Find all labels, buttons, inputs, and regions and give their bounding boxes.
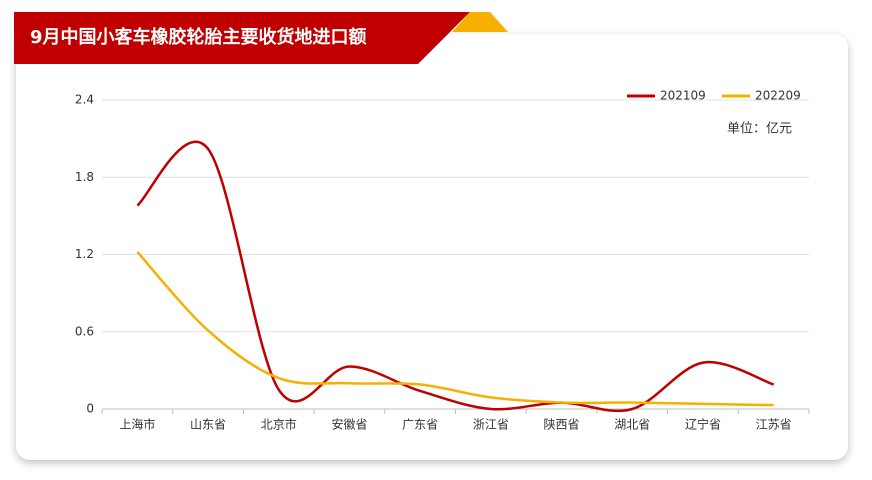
unit-label: 单位：亿元 [727, 122, 792, 137]
x-tick-label: 山东省 [190, 418, 226, 432]
x-tick-label: 上海市 [119, 417, 155, 432]
y-tick-label: 2.4 [75, 93, 94, 107]
chart-title: 9月中国小客车橡胶轮胎主要收货地进口额 [30, 26, 367, 48]
x-tick-label: 湖北省 [614, 417, 650, 432]
legend-label: 202209 [755, 89, 801, 103]
x-tick-label: 浙江省 [473, 418, 509, 432]
x-tick-label: 陕西省 [544, 417, 580, 432]
banner-accent [452, 12, 508, 32]
y-tick-label: 0 [86, 402, 94, 416]
x-tick-label: 安徽省 [331, 417, 367, 432]
x-tick-label: 广东省 [402, 418, 438, 432]
x-tick-label: 辽宁省 [685, 417, 721, 432]
legend-label: 202109 [660, 89, 706, 103]
series-line [136, 140, 775, 413]
x-tick-label: 江苏省 [756, 418, 792, 432]
y-tick-label: 1.2 [75, 247, 94, 261]
series-line [136, 251, 774, 407]
title-banner [14, 12, 470, 64]
y-tick-label: 0.6 [75, 324, 94, 338]
card [16, 34, 848, 460]
y-tick-label: 1.8 [75, 170, 94, 184]
x-tick-label: 北京市 [261, 417, 297, 432]
